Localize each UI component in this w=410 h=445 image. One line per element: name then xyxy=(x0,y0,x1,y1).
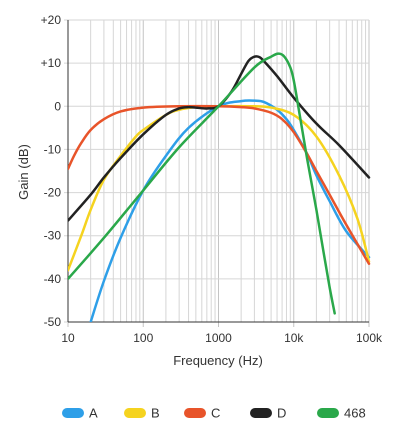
legend-swatch xyxy=(62,408,84,418)
y-tick-label: -10 xyxy=(44,142,62,156)
y-axis-title: Gain (dB) xyxy=(16,144,31,200)
x-tick-label: 100 xyxy=(133,331,153,345)
legend-item-468[interactable]: 468 xyxy=(317,406,366,421)
y-tick-label: +20 xyxy=(41,13,62,27)
legend: A B C D 468 xyxy=(62,406,366,421)
legend-label: B xyxy=(151,406,160,421)
series-lines xyxy=(68,52,371,322)
y-tick-label: 0 xyxy=(54,99,61,113)
y-tick-label: -50 xyxy=(44,315,62,329)
legend-item-b[interactable]: B xyxy=(124,406,160,421)
legend-item-d[interactable]: D xyxy=(250,406,286,421)
x-tick-label: 10k xyxy=(284,331,304,345)
legend-label: A xyxy=(89,406,98,421)
y-tick-label: +10 xyxy=(41,56,62,70)
tick-labels: +20 +10 0 -10 -20 -30 -40 -50 10 100 1000 10k 100k xyxy=(41,13,383,345)
x-tick-label: 10 xyxy=(61,331,75,345)
legend-swatch xyxy=(124,408,146,418)
grid xyxy=(64,19,370,327)
y-tick-label: -30 xyxy=(44,229,62,243)
legend-label: 468 xyxy=(344,406,366,421)
y-tick-label: -40 xyxy=(44,272,62,286)
x-tick-label: 100k xyxy=(356,331,383,345)
legend-item-c[interactable]: C xyxy=(184,406,220,421)
legend-label: C xyxy=(211,406,220,421)
series-line-468 xyxy=(68,52,336,315)
legend-swatch xyxy=(250,408,272,418)
legend-swatch xyxy=(184,408,206,418)
legend-item-a[interactable]: A xyxy=(62,406,98,421)
axes xyxy=(67,20,369,323)
legend-swatch xyxy=(317,408,339,418)
series-line-c xyxy=(68,104,371,266)
x-tick-label: 1000 xyxy=(205,331,232,345)
x-axis-title: Frequency (Hz) xyxy=(173,353,263,368)
legend-label: D xyxy=(277,406,286,421)
y-tick-label: -20 xyxy=(44,186,62,200)
